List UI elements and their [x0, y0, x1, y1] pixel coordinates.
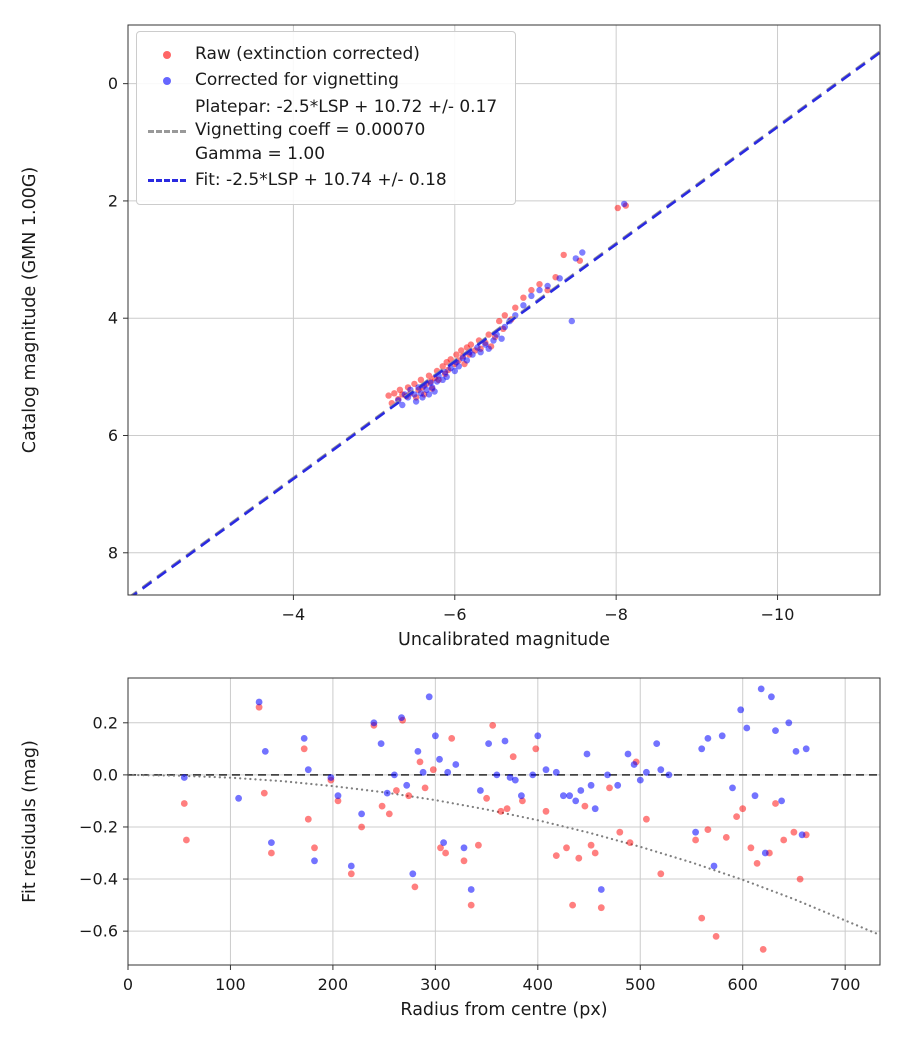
axes-frame: [127, 677, 881, 966]
x-axis-label: Radius from centre (px): [400, 1000, 607, 1020]
raw-marker-icon: [163, 50, 171, 59]
x-tick-label: 100: [215, 975, 246, 994]
tick-marks: [123, 83, 779, 600]
vignetting-model-curve: [128, 773, 880, 937]
legend-handle: [145, 179, 189, 183]
legend-label-corrected: Corrected for vignetting: [195, 70, 399, 91]
x-tick-label: −10: [761, 605, 795, 624]
legend-entry-fit: Fit: -2.5*LSP + 10.74 +/- 0.18: [145, 169, 497, 192]
tick-labels: 0 100 200 300 400 500 600 700 0.2 0.0 −0.2 −0.4 −0.6: [79, 713, 860, 994]
scatter-corrected-residuals: [180, 685, 810, 893]
x-tick-label: 600: [727, 975, 758, 994]
x-tick-label: 300: [420, 975, 451, 994]
legend-label-fit: Fit: -2.5*LSP + 10.74 +/- 0.18: [195, 170, 447, 191]
grid: [127, 678, 880, 965]
x-tick-label: 400: [523, 975, 554, 994]
fit-line: [131, 51, 880, 595]
y-tick-label: 4: [108, 309, 118, 328]
x-tick-label: 200: [318, 975, 349, 994]
scatter-raw-extinction-corrected: [385, 202, 629, 407]
x-tick-label: −8: [604, 605, 628, 624]
y-axis-label: Fit residuals (mag): [20, 740, 40, 903]
legend: Raw (extinction corrected) Corrected for…: [136, 31, 517, 205]
y-tick-label: 6: [108, 426, 118, 445]
legend-handle: [145, 129, 189, 133]
scatter-raw-residuals: [180, 703, 810, 953]
y-tick-label: 0.0: [93, 765, 118, 784]
platepar-dashed-line-icon: [148, 129, 186, 133]
legend-label-platepar: Platepar: -2.5*LSP + 10.72 +/- 0.17 Vign…: [195, 96, 498, 164]
legend-label-raw: Raw (extinction corrected): [195, 44, 420, 64]
tick-marks: [123, 722, 846, 970]
x-tick-label: 0: [123, 975, 133, 994]
x-tick-label: 700: [830, 975, 861, 994]
y-tick-label: 2: [108, 191, 118, 210]
y-tick-label: −0.6: [79, 922, 118, 941]
y-tick-label: 0.2: [93, 713, 118, 732]
axes-frame: [127, 24, 881, 596]
scatter-corrected-for-vignetting: [395, 200, 628, 409]
legend-entry-raw: Raw (extinction corrected): [145, 43, 497, 66]
fit-dashed-line-icon: [148, 179, 186, 183]
y-tick-label: −0.2: [79, 817, 118, 836]
y-tick-label: −0.4: [79, 870, 118, 889]
x-tick-label: −6: [443, 605, 467, 624]
x-tick-label: −4: [282, 605, 306, 624]
legend-entry-corrected: Corrected for vignetting: [145, 69, 497, 92]
x-tick-label: 500: [625, 975, 656, 994]
x-axis-label: Uncalibrated magnitude: [398, 630, 610, 650]
legend-handle: [145, 77, 189, 86]
y-axis-label: Catalog magnitude (GMN 1.00G): [20, 167, 40, 454]
tick-labels: −4 −6 −8 −10 0 2 4 6 8: [108, 74, 795, 624]
y-tick-label: 0: [108, 74, 118, 93]
legend-entry-platepar: Platepar: -2.5*LSP + 10.72 +/- 0.17 Vign…: [145, 96, 497, 166]
y-tick-label: 8: [108, 543, 118, 562]
corrected-marker-icon: [163, 77, 171, 86]
legend-handle: [145, 50, 189, 59]
